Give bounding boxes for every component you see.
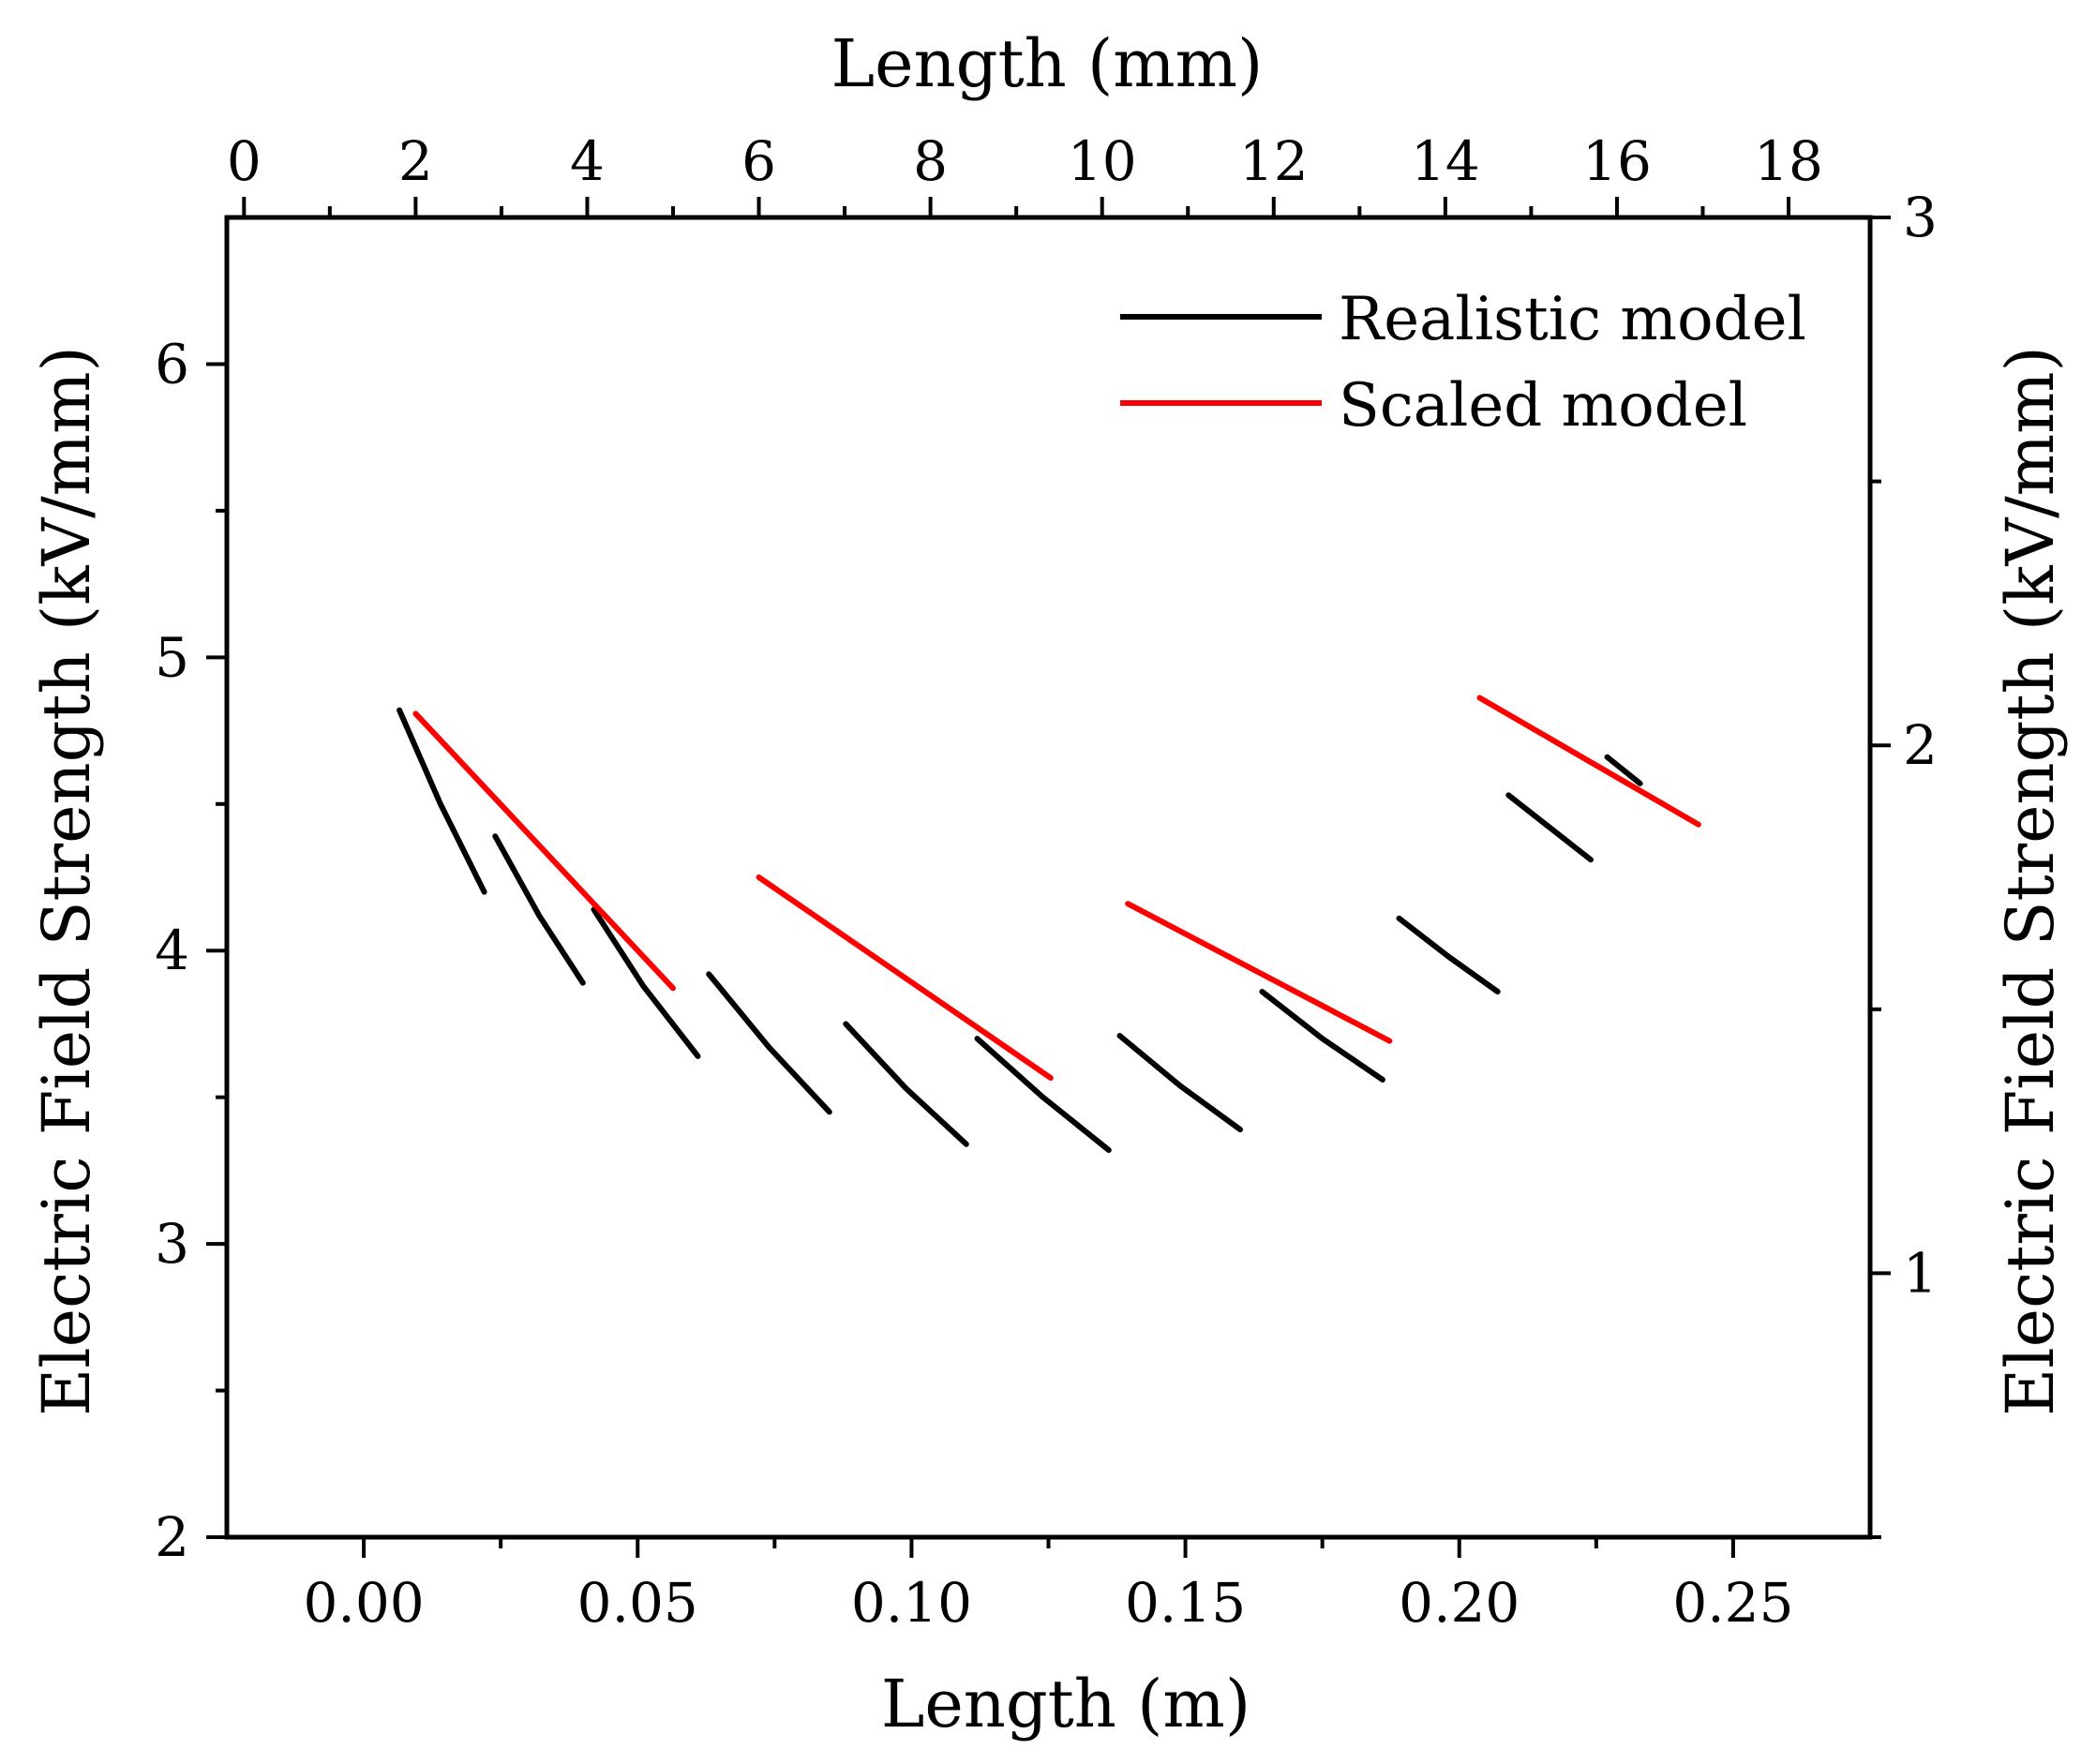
left-tick-label: 3	[155, 1212, 189, 1276]
series-line-realistic	[492, 833, 586, 986]
series-line-scaled	[1476, 695, 1701, 828]
legend-label-realistic: Realistic model	[1339, 285, 1806, 354]
ticks-layer: 0.00 0.05 0.10 0.15 0.20 0.250 2 4 6 8 10 12 14 16 182…	[155, 129, 1938, 1635]
series-line-realistic	[1259, 989, 1385, 1083]
top-tick-label: 2	[398, 129, 433, 193]
bottom-tick-label: 0.10	[851, 1571, 972, 1635]
series-line-realistic	[706, 971, 832, 1115]
right-tick-label: 2	[1903, 713, 1938, 777]
series-line-realistic	[591, 906, 701, 1059]
left-tick-label: 5	[155, 625, 189, 689]
x-axis-title-top: Length (mm)	[831, 25, 1264, 102]
right-tick-label: 3	[1903, 186, 1938, 249]
series-line-realistic	[1396, 915, 1501, 994]
top-tick-label: 18	[1754, 129, 1823, 193]
top-tick-label: 8	[913, 129, 948, 193]
series-line-realistic	[1604, 754, 1643, 786]
left-tick-label: 6	[155, 332, 189, 396]
series-line-realistic	[1116, 1033, 1243, 1133]
left-tick-label: 4	[155, 919, 189, 982]
series-line-realistic	[1505, 792, 1594, 863]
series-layer	[397, 695, 1701, 1153]
top-tick-label: 0	[227, 129, 262, 193]
x-axis-title-bottom: Length (m)	[881, 1666, 1250, 1742]
series-line-scaled	[412, 710, 676, 992]
series-line-realistic	[397, 707, 487, 895]
series-line-realistic	[843, 1021, 969, 1147]
series-line-scaled	[756, 875, 1054, 1081]
right-tick-label: 1	[1903, 1241, 1938, 1305]
y-axis-title-left: Electric Field Strength (kV/mm)	[28, 346, 105, 1416]
top-tick-label: 6	[741, 129, 776, 193]
bottom-tick-label: 0.20	[1399, 1571, 1520, 1635]
top-tick-label: 10	[1068, 129, 1137, 193]
legend: Realistic model Scaled model	[1120, 285, 1806, 441]
top-tick-label: 12	[1239, 129, 1309, 193]
legend-label-scaled: Scaled model	[1339, 371, 1747, 441]
series-line-realistic	[974, 1036, 1112, 1153]
top-tick-label: 16	[1582, 129, 1652, 193]
series-line-scaled	[1125, 901, 1393, 1044]
bottom-tick-label: 0.05	[577, 1571, 698, 1635]
top-tick-label: 14	[1411, 129, 1480, 193]
bottom-tick-label: 0.25	[1672, 1571, 1793, 1635]
top-tick-label: 4	[570, 129, 605, 193]
left-tick-label: 2	[155, 1505, 189, 1569]
plot-frame	[224, 215, 1873, 1540]
bottom-tick-label: 0.00	[304, 1571, 425, 1635]
y-axis-title-right: Electric Field Strength (kV/mm)	[1992, 346, 2069, 1416]
bottom-tick-label: 0.15	[1125, 1571, 1246, 1635]
